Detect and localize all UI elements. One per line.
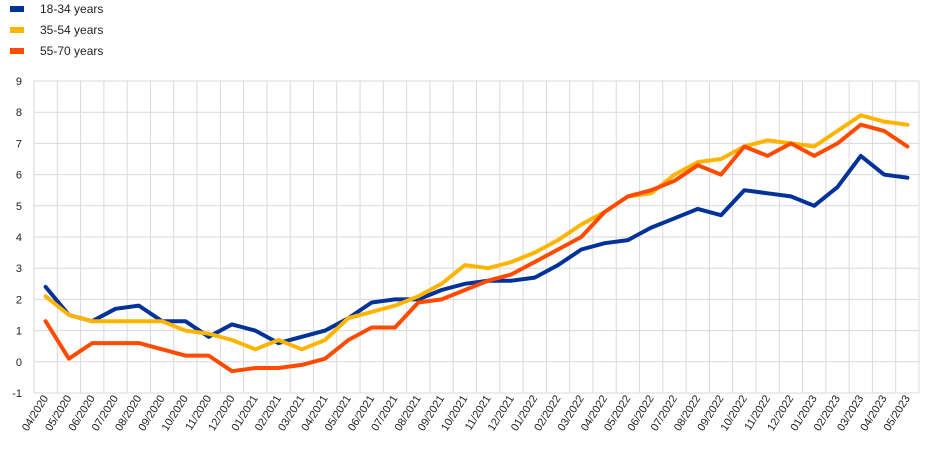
y-tick-label-1: 0 xyxy=(16,357,22,369)
y-tick-label-6: 5 xyxy=(16,201,22,213)
legend-swatch-1 xyxy=(10,27,24,33)
y-tick-label-5: 4 xyxy=(16,232,22,244)
y-tick-label-7: 6 xyxy=(16,170,22,182)
y-tick-label-4: 3 xyxy=(16,263,22,275)
y-tick-label-0: -1 xyxy=(12,388,22,400)
legend-label-2: 55-70 years xyxy=(40,44,103,58)
y-axis-tick-labels: -1 0 1 2 3 4 5 6 7 8 9 xyxy=(12,76,22,400)
y-tick-label-2: 1 xyxy=(16,326,22,338)
series-lines xyxy=(43,113,910,374)
series-line-1 xyxy=(43,113,910,352)
y-tick-label-10: 9 xyxy=(16,76,22,88)
y-tick-label-8: 7 xyxy=(16,138,22,150)
series-line-2 xyxy=(43,122,910,374)
legend-swatch-0 xyxy=(10,6,24,12)
series-line-0 xyxy=(43,153,910,346)
legend: 18-34 years 35-54 years 55-70 years xyxy=(10,2,103,58)
y-tick-label-9: 8 xyxy=(16,107,22,119)
x-axis-tick-labels: 04/202005/202006/202007/202008/202009/20… xyxy=(20,393,913,433)
legend-label-1: 35-54 years xyxy=(40,23,103,37)
y-tick-label-3: 2 xyxy=(16,294,22,306)
grid-lines xyxy=(33,80,920,394)
legend-label-0: 18-34 years xyxy=(40,2,103,16)
legend-swatch-2 xyxy=(10,48,24,54)
